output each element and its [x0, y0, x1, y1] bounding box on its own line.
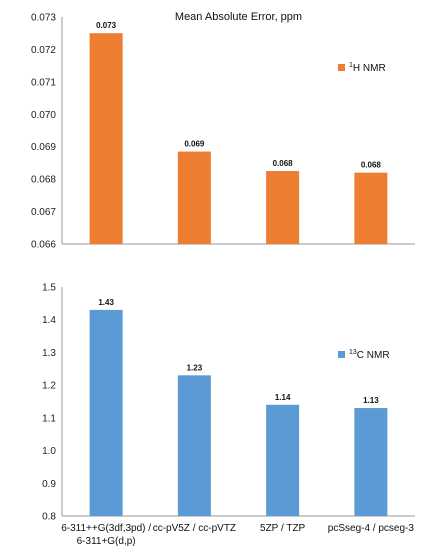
chart1-y-tick-label: 0.069 — [31, 142, 56, 153]
chart1-legend-label: 1H NMR — [349, 62, 386, 74]
chart1-y-tick-label: 0.073 — [31, 13, 56, 24]
chart1-bar — [354, 172, 388, 244]
chart2-data-label: 1.43 — [98, 298, 114, 307]
chart2-data-label: 1.23 — [187, 363, 203, 372]
chart1-y-tick-label: 0.072 — [31, 45, 56, 56]
chart2-y-tick-label: 0.8 — [42, 512, 56, 523]
chart1-data-label: 0.068 — [273, 159, 294, 168]
chart1-y-tick-label: 0.070 — [31, 110, 56, 121]
chart2-y-tick-label: 1.3 — [42, 348, 56, 359]
chart1-y-tick-label: 0.068 — [31, 175, 56, 186]
chart2-y-tick-label: 1.2 — [42, 381, 56, 392]
chart1-data-label: 0.068 — [361, 161, 382, 170]
chart2-legend-label: 13C NMR — [349, 349, 390, 361]
chart2-data-label: 1.13 — [363, 396, 379, 405]
chart2-bar — [177, 375, 211, 516]
chart2-data-label: 1.14 — [275, 393, 291, 402]
chart1-y-tick-label: 0.067 — [31, 207, 56, 218]
chart2-y-tick-label: 1.1 — [42, 413, 56, 424]
x-category-label: 5ZP / TZP — [260, 523, 306, 534]
chart1-y-tick-label: 0.071 — [31, 77, 56, 88]
chart1-bar — [89, 33, 123, 244]
chart2-y-tick-label: 1.0 — [42, 446, 56, 457]
chart1-bar — [177, 151, 211, 244]
chart1-bar — [266, 171, 300, 244]
chart2-bar — [354, 408, 388, 516]
chart1-legend-swatch — [338, 64, 345, 71]
chart2-y-tick-label: 1.4 — [42, 315, 56, 326]
chart2-bar — [266, 404, 300, 516]
x-category-label: 6-311++G(3df,3pd) /6-311+G(d,p) — [61, 523, 151, 547]
chart1-data-label: 0.069 — [184, 140, 205, 149]
chart2-legend-swatch — [338, 351, 345, 358]
chart2-y-tick-label: 0.9 — [42, 479, 56, 490]
chart2-y-tick-label: 1.5 — [42, 283, 56, 294]
chart1-y-tick-label: 0.066 — [31, 240, 56, 251]
chart2-bar — [89, 309, 123, 516]
chart1-data-label: 0.073 — [96, 21, 117, 30]
x-category-label: pcSseg-4 / pcseg-3 — [328, 523, 415, 534]
x-category-label: cc-pV5Z / cc-pVTZ — [153, 523, 236, 534]
chart1-title: Mean Absolute Error, ppm — [175, 11, 302, 23]
